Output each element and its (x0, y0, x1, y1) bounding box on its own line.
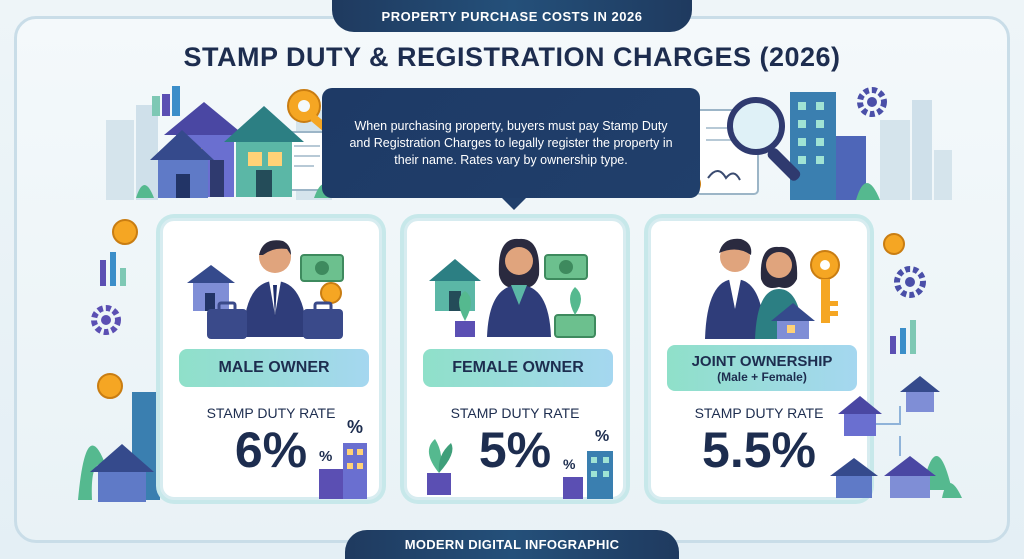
header-tab: PROPERTY PURCHASE COSTS IN 2026 (332, 0, 692, 32)
magnifier-document-illustration (680, 87, 952, 200)
card-female-owner: FEMALE OWNER STAMP DUTY RATE 5% % % (404, 218, 626, 500)
stamp-duty-rate-value: 6% (234, 422, 308, 478)
label-female-owner: FEMALE OWNER (423, 349, 613, 387)
intro-banner: When purchasing property, buyers must pa… (322, 88, 700, 210)
label-joint-ownership: JOINT OWNERSHIP (Male + Female) (667, 345, 857, 391)
connected-houses-illustration (830, 376, 962, 498)
percent-sign: % (319, 448, 332, 465)
card-male-owner: MALE OWNER STAMP DUTY RATE 6% % % (160, 218, 382, 500)
label-joint-subtitle: (Male + Female) (717, 369, 807, 384)
label-joint-title: JOINT OWNERSHIP (691, 352, 833, 370)
percent-buildings-icon: % % (563, 428, 613, 499)
male-owner-icon (187, 240, 344, 339)
joint-owners-icon (705, 238, 840, 339)
houses-key-illustration (106, 86, 336, 200)
stamp-duty-rate-value: 5% (478, 422, 552, 478)
percent-buildings-icon: % % (319, 417, 367, 499)
card-joint-ownership: JOINT OWNERSHIP (Male + Female) STAMP DU… (648, 218, 870, 500)
label-male-owner: MALE OWNER (179, 349, 369, 387)
page-title: STAMP DUTY & REGISTRATION CHARGES (2026) (183, 42, 841, 72)
percent-sign: % (595, 428, 609, 445)
female-owner-icon (429, 238, 596, 338)
plant-icon (427, 439, 453, 495)
percent-sign: % (563, 456, 576, 472)
stamp-duty-rate-value: 5.5% (702, 422, 816, 478)
left-side-buildings-illustration (78, 219, 160, 502)
percent-sign: % (347, 417, 363, 437)
stamp-duty-rate-label: STAMP DUTY RATE (694, 405, 824, 421)
footer-tab: MODERN DIGITAL INFOGRAPHIC (345, 530, 679, 559)
stamp-duty-rate-label: STAMP DUTY RATE (206, 405, 336, 421)
stamp-duty-rate-label: STAMP DUTY RATE (450, 405, 580, 421)
